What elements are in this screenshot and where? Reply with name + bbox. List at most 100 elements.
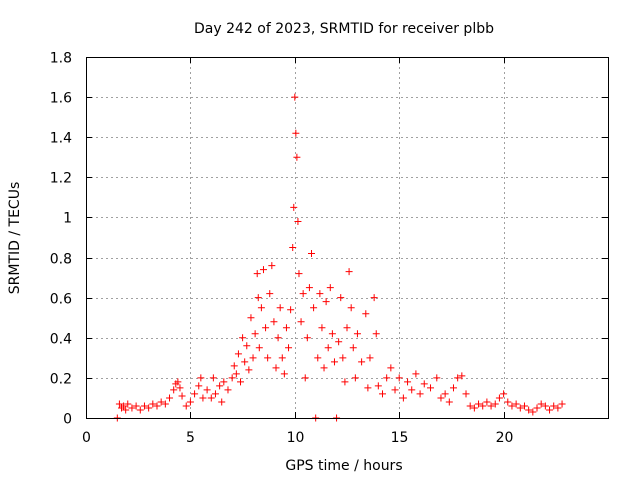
data-point <box>366 354 374 362</box>
data-point <box>209 374 217 382</box>
data-point <box>330 358 338 366</box>
data-point <box>157 398 165 406</box>
data-point <box>228 374 236 382</box>
data-point <box>416 390 424 398</box>
data-point <box>491 400 499 408</box>
data-point <box>292 129 300 137</box>
data-point <box>318 324 326 332</box>
data-point <box>420 380 428 388</box>
data-point <box>466 402 474 410</box>
data-point <box>245 366 253 374</box>
data-point <box>537 400 545 408</box>
data-point <box>285 344 293 352</box>
data-point <box>500 390 508 398</box>
data-point <box>391 386 399 394</box>
data-point <box>395 374 403 382</box>
data-point <box>120 402 128 410</box>
data-point <box>353 330 361 338</box>
chart-title: Day 242 of 2023, SRMTID for receiver plb… <box>194 21 494 37</box>
data-point <box>305 284 313 292</box>
data-point <box>178 392 186 400</box>
data-point <box>470 404 478 412</box>
data-point <box>149 400 157 408</box>
data-point <box>239 334 247 342</box>
data-point <box>264 354 272 362</box>
data-point <box>274 334 282 342</box>
data-point <box>257 304 265 312</box>
data-point <box>378 390 386 398</box>
y-tick-label: 1.8 <box>50 51 72 67</box>
data-point <box>161 400 169 408</box>
data-point <box>343 324 351 332</box>
data-point <box>232 370 240 378</box>
data-point <box>220 378 228 386</box>
x-tick-label: 10 <box>287 430 305 446</box>
data-point <box>301 374 309 382</box>
data-point <box>427 384 435 392</box>
data-point <box>224 386 232 394</box>
plot-frame <box>86 57 609 419</box>
data-point <box>280 370 288 378</box>
data-point <box>399 394 407 402</box>
data-point <box>433 374 441 382</box>
data-point <box>186 398 194 406</box>
data-point <box>182 402 190 410</box>
y-tick-label: 1.6 <box>50 91 72 107</box>
data-point <box>412 370 420 378</box>
data-point <box>207 394 215 402</box>
data-point <box>253 270 261 278</box>
data-point <box>445 398 453 406</box>
data-point <box>290 203 298 211</box>
y-tick-label: 1 <box>63 211 72 227</box>
grid-lines <box>86 57 608 418</box>
y-tick-label: 1.2 <box>50 171 72 187</box>
data-point <box>314 354 322 362</box>
data-point <box>145 404 153 412</box>
data-point <box>349 344 357 352</box>
data-point <box>251 330 259 338</box>
data-point <box>374 382 382 390</box>
data-point <box>174 378 182 386</box>
data-point <box>170 386 178 394</box>
data-point <box>241 358 249 366</box>
data-point <box>441 390 449 398</box>
data-point <box>299 290 307 298</box>
data-point <box>262 324 270 332</box>
y-tick-label: 0.6 <box>50 292 72 308</box>
data-point <box>326 284 334 292</box>
data-point <box>230 362 238 370</box>
x-axis-title: GPS time / hours <box>285 458 402 474</box>
data-point <box>140 402 148 410</box>
data-point <box>504 398 512 406</box>
data-point <box>437 394 445 402</box>
data-point <box>462 390 470 398</box>
data-point <box>294 217 302 225</box>
data-point <box>303 334 311 342</box>
data-point <box>308 250 316 258</box>
data-point <box>362 310 370 318</box>
data-point <box>237 378 245 386</box>
x-tick-label: 0 <box>82 430 91 446</box>
y-axis-title: SRMTID / TECUs <box>7 182 23 295</box>
data-point <box>266 290 274 298</box>
data-point <box>218 398 226 406</box>
data-point <box>370 294 378 302</box>
x-tick-label: 5 <box>186 430 195 446</box>
data-point <box>291 93 299 101</box>
data-point <box>483 398 491 406</box>
data-point <box>254 294 262 302</box>
data-point <box>247 314 255 322</box>
data-point <box>289 244 297 252</box>
data-point <box>128 404 136 412</box>
y-tick-label: 0 <box>63 412 72 428</box>
data-point <box>259 266 267 274</box>
data-point <box>199 394 207 402</box>
x-tick-label: 20 <box>496 430 514 446</box>
data-point <box>512 400 520 408</box>
data-point <box>255 344 263 352</box>
data-point <box>404 378 412 386</box>
data-point <box>449 384 457 392</box>
data-point <box>216 382 224 390</box>
data-point <box>541 402 549 410</box>
